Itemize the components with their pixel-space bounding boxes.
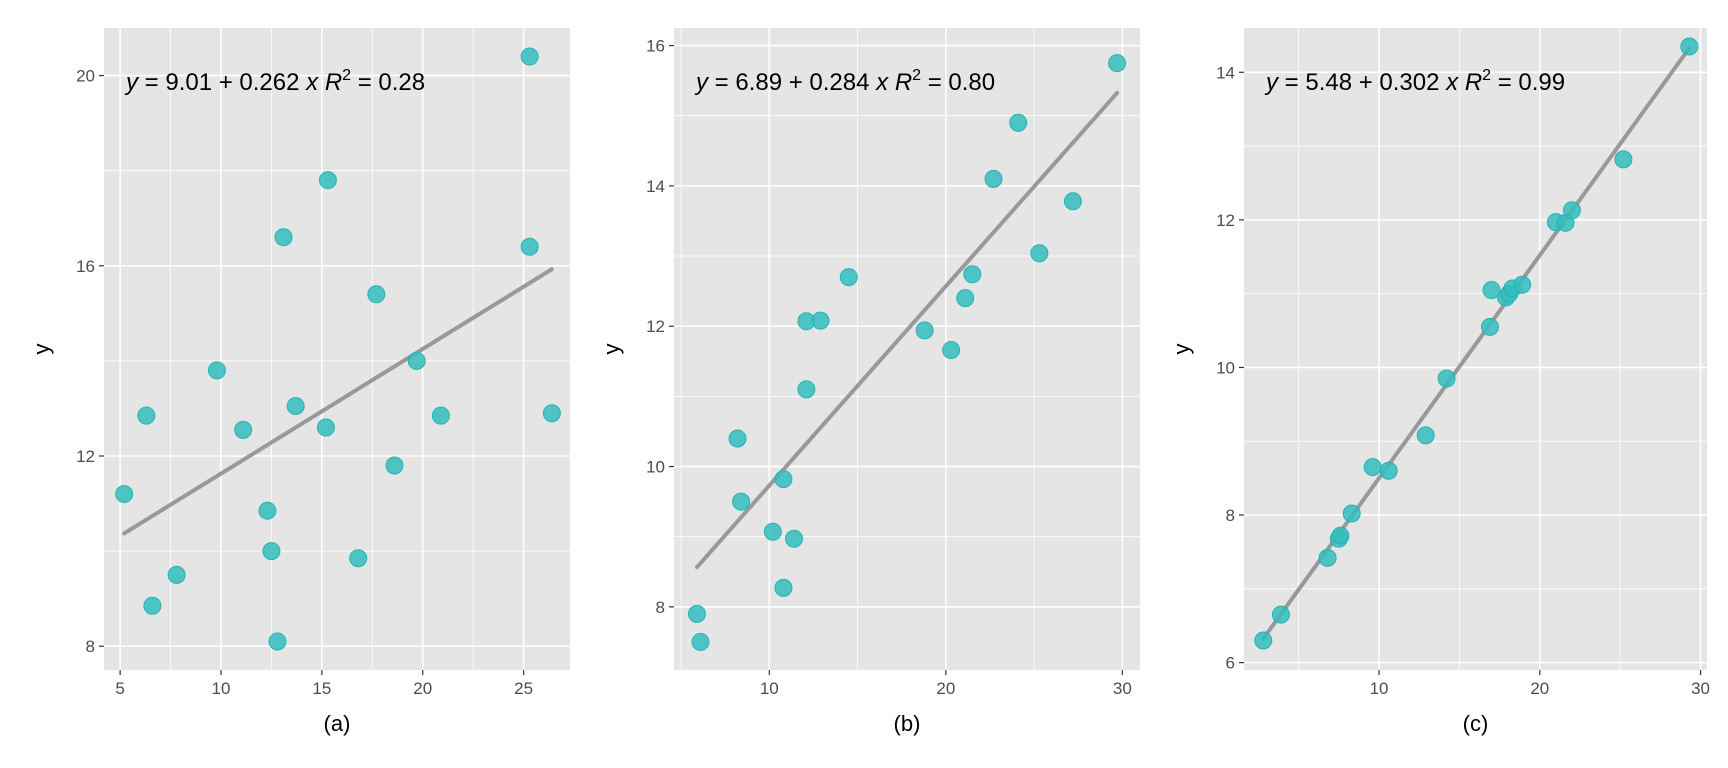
regression-equation: y = 6.89 + 0.284 x R2 = 0.80 [694,67,995,96]
y-tick-label: 8 [1226,506,1235,525]
data-point [286,397,305,416]
data-point [349,549,368,568]
data-point [785,529,804,548]
x-axis-title: (c) [1463,711,1489,736]
y-axis-title: y [29,344,54,355]
data-point [1416,426,1435,445]
data-point [763,522,782,541]
data-point [1063,192,1082,211]
y-tick-label: 14 [1216,63,1235,82]
panel-3: 10 20 30 6 8 10 12 14 y = 5.48 + 0.302 x R2 = 0.… [1169,28,1710,736]
regression-equation: y = 5.48 + 0.302 x R2 = 0.99 [1264,67,1565,96]
y-tick-label: 14 [646,177,665,196]
data-point [207,361,226,380]
regression-line [122,267,554,536]
data-point [431,406,450,425]
y-tick-label: 12 [1216,211,1235,230]
data-point [797,380,816,399]
data-point [732,492,751,511]
data-point [1513,275,1532,294]
data-point [1437,369,1456,388]
data-point [1342,504,1361,523]
y-tick-label: 12 [646,317,665,336]
panel-1: 5 10 15 20 25 8 12 16 20 y = 9.01 + 0.262 x R2 = … [29,28,570,736]
data-point [143,596,162,615]
data-point [942,341,961,360]
data-point [1480,317,1499,336]
y-axis-title: y [1169,344,1194,355]
data-point [520,47,539,66]
data-point [956,289,975,308]
y-tick-label: 10 [646,458,665,477]
data-point [839,268,858,287]
data-point [1108,54,1127,73]
data-point [316,418,335,437]
data-point [1614,150,1633,169]
data-point [542,404,561,423]
data-point [1009,113,1028,132]
regression-line [694,90,1120,570]
panel-background [674,28,1140,670]
x-tick-label: 20 [413,679,432,698]
x-tick-label: 10 [760,679,779,698]
x-axis-title: (b) [894,711,921,736]
panel-background [1244,28,1707,670]
data-point [318,171,337,190]
x-tick-label: 10 [1370,679,1389,698]
data-point [687,604,706,623]
data-point [1271,605,1290,624]
data-point [811,311,830,330]
y-tick-label: 16 [646,37,665,56]
data-point [984,169,1003,188]
x-tick-label: 5 [115,679,124,698]
y-tick-label: 16 [76,257,95,276]
y-tick-label: 8 [86,637,95,656]
data-point [137,406,156,425]
y-tick-label: 20 [76,67,95,86]
data-point [234,420,253,439]
data-point [691,632,710,651]
data-point [520,237,539,256]
x-tick-label: 30 [1691,679,1710,698]
x-tick-label: 20 [1530,679,1549,698]
x-axis-title: (a) [324,711,351,736]
y-axis-title: y [599,344,624,355]
data-point [1254,631,1273,650]
y-tick-label: 10 [1216,358,1235,377]
data-point [1482,280,1501,299]
data-point [167,565,186,584]
data-point [1680,37,1699,56]
data-point [1318,548,1337,567]
data-point [367,285,386,304]
data-point [262,542,281,561]
data-point [1379,461,1398,480]
data-point [274,228,293,247]
x-tick-label: 15 [312,679,331,698]
data-point [258,501,277,520]
data-point [1331,526,1350,545]
x-tick-label: 20 [936,679,955,698]
x-tick-label: 30 [1113,679,1132,698]
y-tick-label: 8 [656,598,665,617]
regression-equation: y = 9.01 + 0.262 x R2 = 0.28 [124,67,425,96]
data-point [774,578,793,597]
x-tick-label: 25 [514,679,533,698]
data-point [915,321,934,340]
panel-2: 10 20 30 8 10 12 14 16 y = 6.89 + 0.284 x R2 = 0… [599,28,1140,736]
data-point [268,632,287,651]
data-point [1363,458,1382,477]
y-tick-label: 12 [76,447,95,466]
data-point [963,265,982,284]
panel-background [104,28,570,670]
x-tick-label: 10 [212,679,231,698]
data-point [1562,201,1581,220]
data-point [385,456,404,475]
data-point [115,485,134,504]
data-point [1030,244,1049,263]
data-point [407,351,426,370]
y-tick-label: 6 [1226,654,1235,673]
data-point [774,470,793,489]
data-point [728,429,747,448]
